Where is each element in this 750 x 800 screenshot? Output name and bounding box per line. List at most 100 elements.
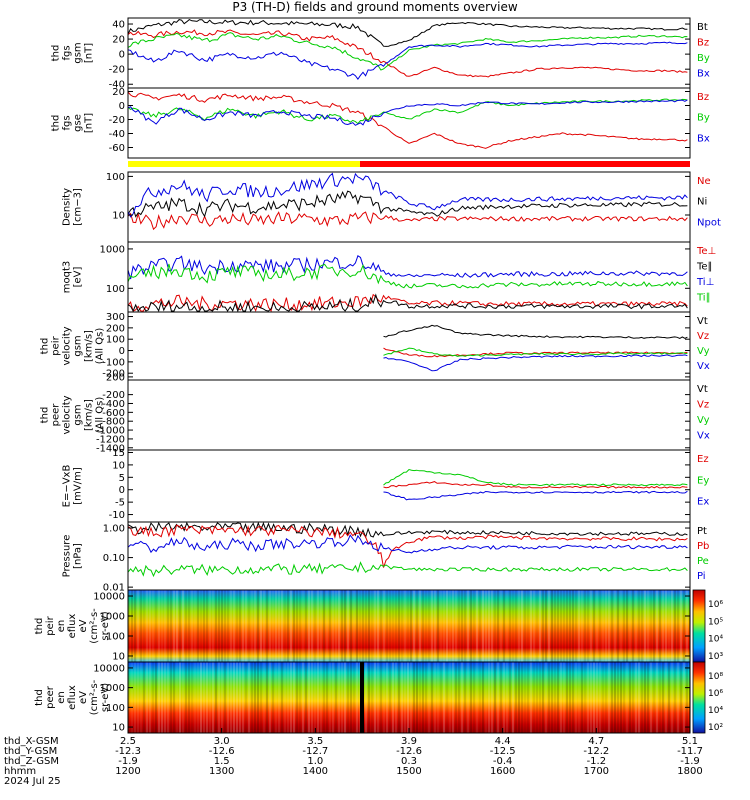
panel-density: Ne Ni Npot 100 10 Density [cm−3]	[62, 171, 721, 243]
y-tick-label: -400	[102, 399, 125, 410]
series-line-Bx	[127, 99, 688, 126]
y-tick-label: 15	[112, 448, 125, 459]
y-tick-label: 0	[119, 346, 125, 357]
series-line-Ey	[383, 468, 688, 487]
x-tick-label: -12.6	[396, 746, 422, 757]
y-tick-label: -10	[109, 510, 125, 521]
y-axis-label: eflux	[67, 614, 78, 639]
x-tick-label: 1.5	[214, 756, 230, 767]
y-axis-label: [nT]	[84, 113, 95, 133]
y-axis-label: E=−VxB	[62, 465, 73, 508]
legend-label: Bt	[697, 22, 708, 33]
y-axis-label: en	[56, 620, 67, 633]
series-line-Pb	[127, 524, 688, 568]
y-tick-label: 0	[119, 50, 125, 61]
y-axis-label: (cm²-s-	[89, 679, 100, 715]
series-line-By	[127, 98, 688, 125]
y-tick-label: 1.00	[103, 524, 125, 535]
y-axis-label: eV	[78, 619, 89, 632]
y-axis-label: (All Qs)	[95, 328, 106, 365]
legend-label: Bx	[697, 133, 710, 144]
y-axis-label: sr-eV)	[100, 683, 111, 712]
legend-label: Ez	[697, 454, 709, 465]
y-tick-label: -20	[109, 65, 125, 76]
legend-label: Pe	[697, 556, 709, 567]
y-tick-label: 0.10	[103, 553, 125, 564]
panel-peir_eflux: 10⁶ 10⁵ 10⁴ 10³ 10000 1000 100 10 thd peir en eflux…	[34, 589, 723, 663]
y-tick-label: 1000	[100, 244, 125, 255]
legend-label: Vx	[697, 361, 710, 372]
y-tick-label: 40	[112, 20, 125, 31]
y-tick-label: -600	[102, 408, 125, 419]
y-axis-label: fgs	[62, 115, 73, 130]
y-axis-label: thd	[51, 115, 62, 132]
legend-label: Ne	[697, 176, 711, 187]
y-tick-label: 0	[119, 485, 125, 496]
y-tick-label: -60	[109, 143, 125, 154]
y-tick-label: 1000	[100, 683, 125, 694]
x-tick-label: 3.0	[214, 736, 230, 747]
colorbar-tick: 10³	[708, 652, 723, 662]
y-axis-label: peir	[45, 615, 56, 635]
y-axis-label: eflux	[67, 685, 78, 710]
x-tick-label: 5.1	[682, 736, 698, 747]
panel-peer_eflux: 10⁸ 10⁶ 10⁴ 10² 10000 1000 100 10 thd peer en eflux…	[34, 661, 723, 734]
legend-label: Ni	[697, 197, 707, 208]
legend-label: Ti⊥	[696, 277, 714, 288]
legend-label: Ey	[697, 475, 709, 486]
y-axis-label: thd	[34, 689, 45, 706]
x-tick-label: 0.3	[401, 756, 417, 767]
legend-label: Pt	[697, 526, 707, 537]
legend-label: Ex	[697, 497, 709, 508]
y-tick-label: -1200	[96, 434, 125, 445]
x-row-label: hhmm	[4, 766, 36, 777]
series-line-Ex	[383, 490, 688, 501]
legend-label: Npot	[697, 217, 721, 228]
colorbar-peer_eflux	[692, 661, 706, 734]
y-axis-label: fgs	[62, 45, 73, 60]
series-line-Vz	[383, 347, 688, 358]
x-row-label: thd_Y-GSM	[4, 746, 57, 757]
x-tick-label: -1.2	[587, 756, 607, 767]
colorbar-tick: 10⁵	[708, 617, 723, 627]
series-line-Vy	[383, 347, 688, 357]
y-tick-label: 200	[106, 372, 125, 383]
chart-title: P3 (TH-D) fields and ground moments over…	[232, 0, 518, 14]
y-axis-label: peir	[51, 335, 62, 355]
y-tick-label: 200	[106, 323, 125, 334]
x-tick-label: -12.7	[302, 746, 328, 757]
y-tick-label: 100	[106, 284, 125, 295]
x-tick-label: 1600	[490, 766, 515, 777]
legend-label: Ti∥	[696, 293, 711, 304]
y-axis-label: [km/s]	[84, 399, 95, 431]
x-tick-label: 1500	[396, 766, 421, 777]
y-tick-label: 1000	[100, 612, 125, 623]
panel-fgs_gse: Bz By Bx 20 0 -20 -40 -60 thd fgs gse [nT]	[51, 87, 710, 159]
y-tick-label: 10	[112, 651, 125, 662]
y-axis-label: eV	[78, 691, 89, 704]
series-line-Vx	[383, 354, 688, 372]
panel-peer_velocity: VtVzVyVx200-200-400-600-800-1000-1200-14…	[40, 372, 710, 454]
series-line-Npot	[127, 172, 688, 218]
colorbar-tick: 10⁶	[708, 689, 723, 699]
y-tick-label: 100	[106, 703, 125, 714]
y-axis-label: gsm	[73, 42, 84, 63]
series-line-Vt	[383, 324, 688, 339]
x-tick-label: -12.6	[209, 746, 235, 757]
legend-label: Vy	[697, 346, 710, 357]
x-row-label: thd_X-GSM	[4, 736, 59, 747]
y-axis-label: velocity	[62, 395, 73, 434]
y-axis-label: en	[56, 691, 67, 704]
y-tick-label: 300	[106, 312, 125, 323]
series-line-Bz	[127, 29, 688, 78]
legend-label: Bz	[697, 92, 709, 103]
series-line-Bz	[127, 91, 688, 149]
y-axis-label: [mV/m]	[73, 467, 84, 505]
y-tick-label: 10	[112, 460, 125, 471]
y-tick-label: 0.01	[103, 583, 125, 594]
series-line-Pi	[127, 534, 688, 554]
colorbar-tick: 10⁸	[708, 672, 723, 682]
x-tick-label: 4.4	[495, 736, 511, 747]
